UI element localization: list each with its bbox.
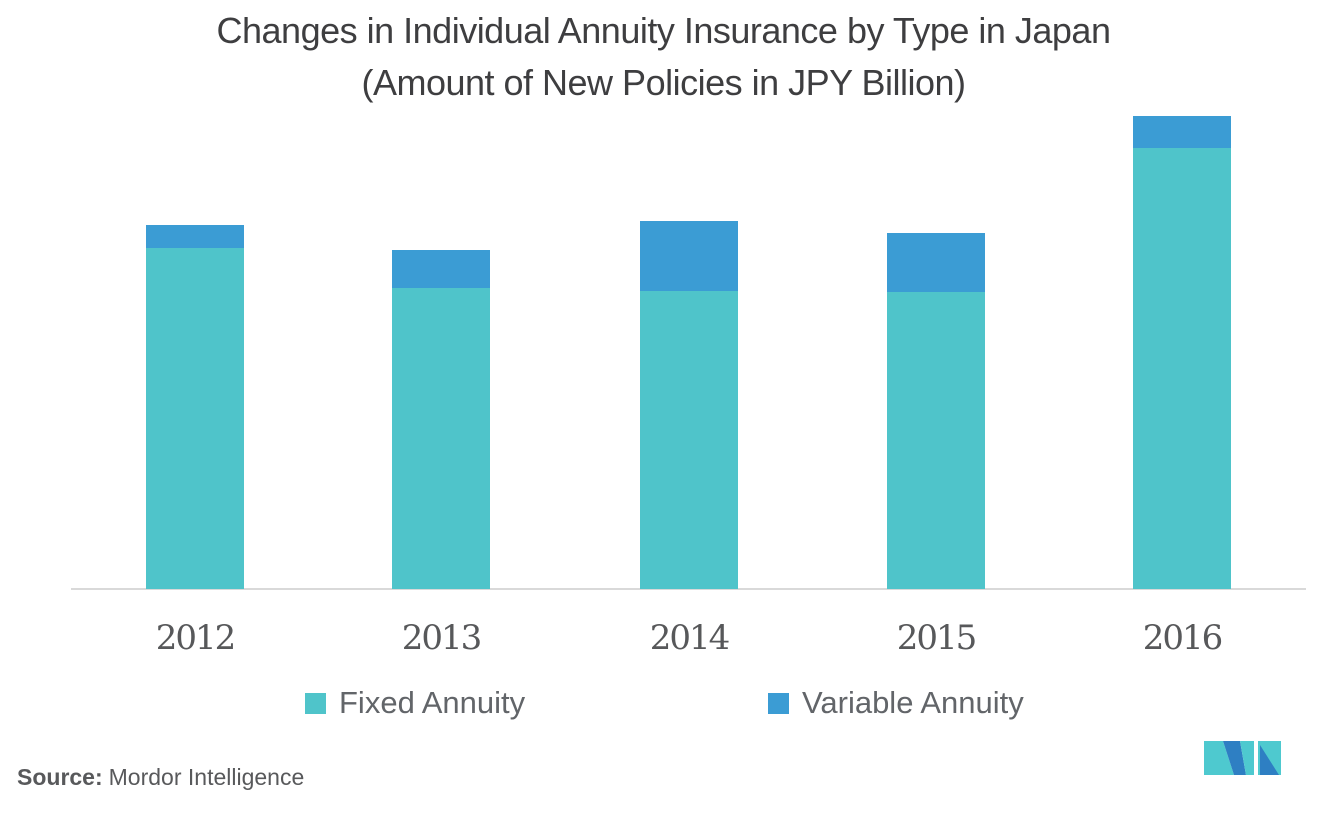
x-axis-label-2015: 2015 bbox=[896, 618, 978, 658]
mordor-intelligence-logo bbox=[1204, 741, 1281, 775]
bar-2012 bbox=[146, 225, 244, 589]
source-text: Mordor Intelligence bbox=[108, 764, 305, 790]
x-axis-label-2012: 2012 bbox=[155, 618, 237, 658]
bar-segment-fixed-annuity bbox=[392, 288, 490, 589]
x-axis-line bbox=[71, 588, 1306, 590]
bar-segment-variable-annuity bbox=[640, 221, 738, 291]
bar-segment-fixed-annuity bbox=[1133, 148, 1231, 589]
bar-2014 bbox=[640, 221, 738, 589]
chart-subtitle: (Amount of New Policies in JPY Billion) bbox=[361, 62, 966, 103]
bar-segment-fixed-annuity bbox=[887, 292, 985, 589]
chart-title: Changes in Individual Annuity Insurance … bbox=[216, 10, 1111, 51]
legend-label: Fixed Annuity bbox=[339, 685, 526, 720]
bar-segment-fixed-annuity bbox=[640, 291, 738, 589]
x-axis-label-2013: 2013 bbox=[401, 618, 483, 658]
bar-2016 bbox=[1133, 116, 1231, 589]
bar-segment-variable-annuity bbox=[392, 250, 490, 288]
fixed-annuity-swatch bbox=[305, 692, 326, 714]
bar-segment-variable-annuity bbox=[887, 233, 985, 292]
bar-2013 bbox=[392, 250, 490, 589]
x-axis-label-2016: 2016 bbox=[1142, 618, 1224, 658]
legend-item-variable-annuity: Variable Annuity bbox=[768, 685, 1024, 720]
legend-label: Variable Annuity bbox=[802, 685, 1024, 720]
bar-segment-fixed-annuity bbox=[146, 248, 244, 589]
bar-segment-variable-annuity bbox=[1133, 116, 1231, 148]
variable-annuity-swatch bbox=[768, 692, 789, 714]
source-note: Source: Mordor Intelligence bbox=[17, 764, 304, 791]
source-label: Source: bbox=[17, 764, 103, 790]
legend-item-fixed-annuity: Fixed Annuity bbox=[305, 685, 526, 720]
bar-segment-variable-annuity bbox=[146, 225, 244, 248]
bar-2015 bbox=[887, 233, 985, 589]
legend: Fixed Annuity Variable Annuity bbox=[0, 685, 1327, 720]
x-axis-label-2014: 2014 bbox=[649, 618, 731, 658]
